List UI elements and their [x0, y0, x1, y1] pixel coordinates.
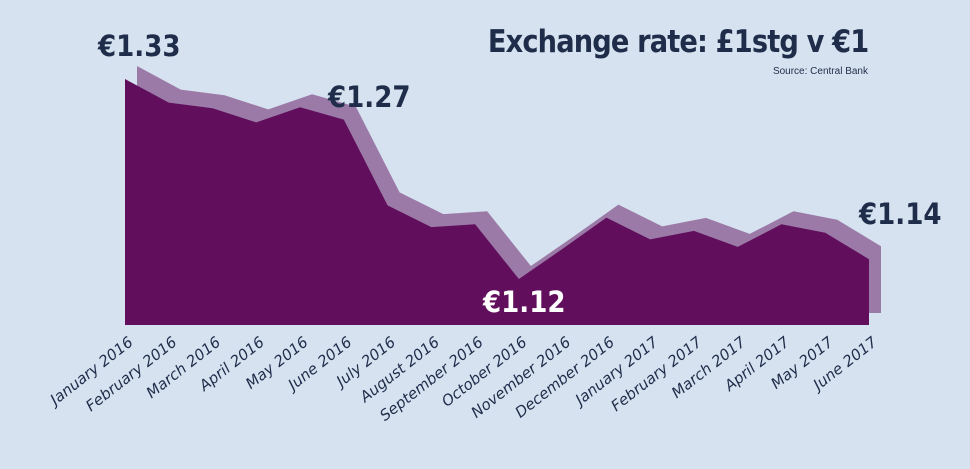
data-point: [823, 231, 827, 235]
data-point: [386, 203, 390, 207]
value-callout: €1.14: [858, 197, 941, 232]
data-point: [779, 222, 783, 226]
chart-title: Exchange rate: £1stg v €1: [487, 24, 868, 60]
data-point: [517, 277, 521, 281]
chart-source: Source: Central Bank: [772, 66, 868, 77]
data-point: [167, 101, 171, 105]
data-point: [211, 106, 215, 110]
data-point: [692, 229, 696, 233]
value-callout: €1.33: [97, 29, 180, 64]
data-point: [736, 245, 740, 249]
data-point: [254, 120, 258, 124]
data-point: [429, 225, 433, 229]
area-series: [125, 79, 869, 325]
data-point: [867, 257, 871, 261]
data-point: [648, 237, 652, 241]
data-point: [473, 222, 477, 226]
data-point: [298, 105, 302, 109]
data-point: [342, 118, 346, 122]
value-callout: €1.12: [482, 285, 565, 320]
data-point: [123, 77, 127, 81]
data-point: [604, 216, 608, 220]
value-callout: €1.27: [327, 80, 410, 115]
data-point: [561, 247, 565, 251]
